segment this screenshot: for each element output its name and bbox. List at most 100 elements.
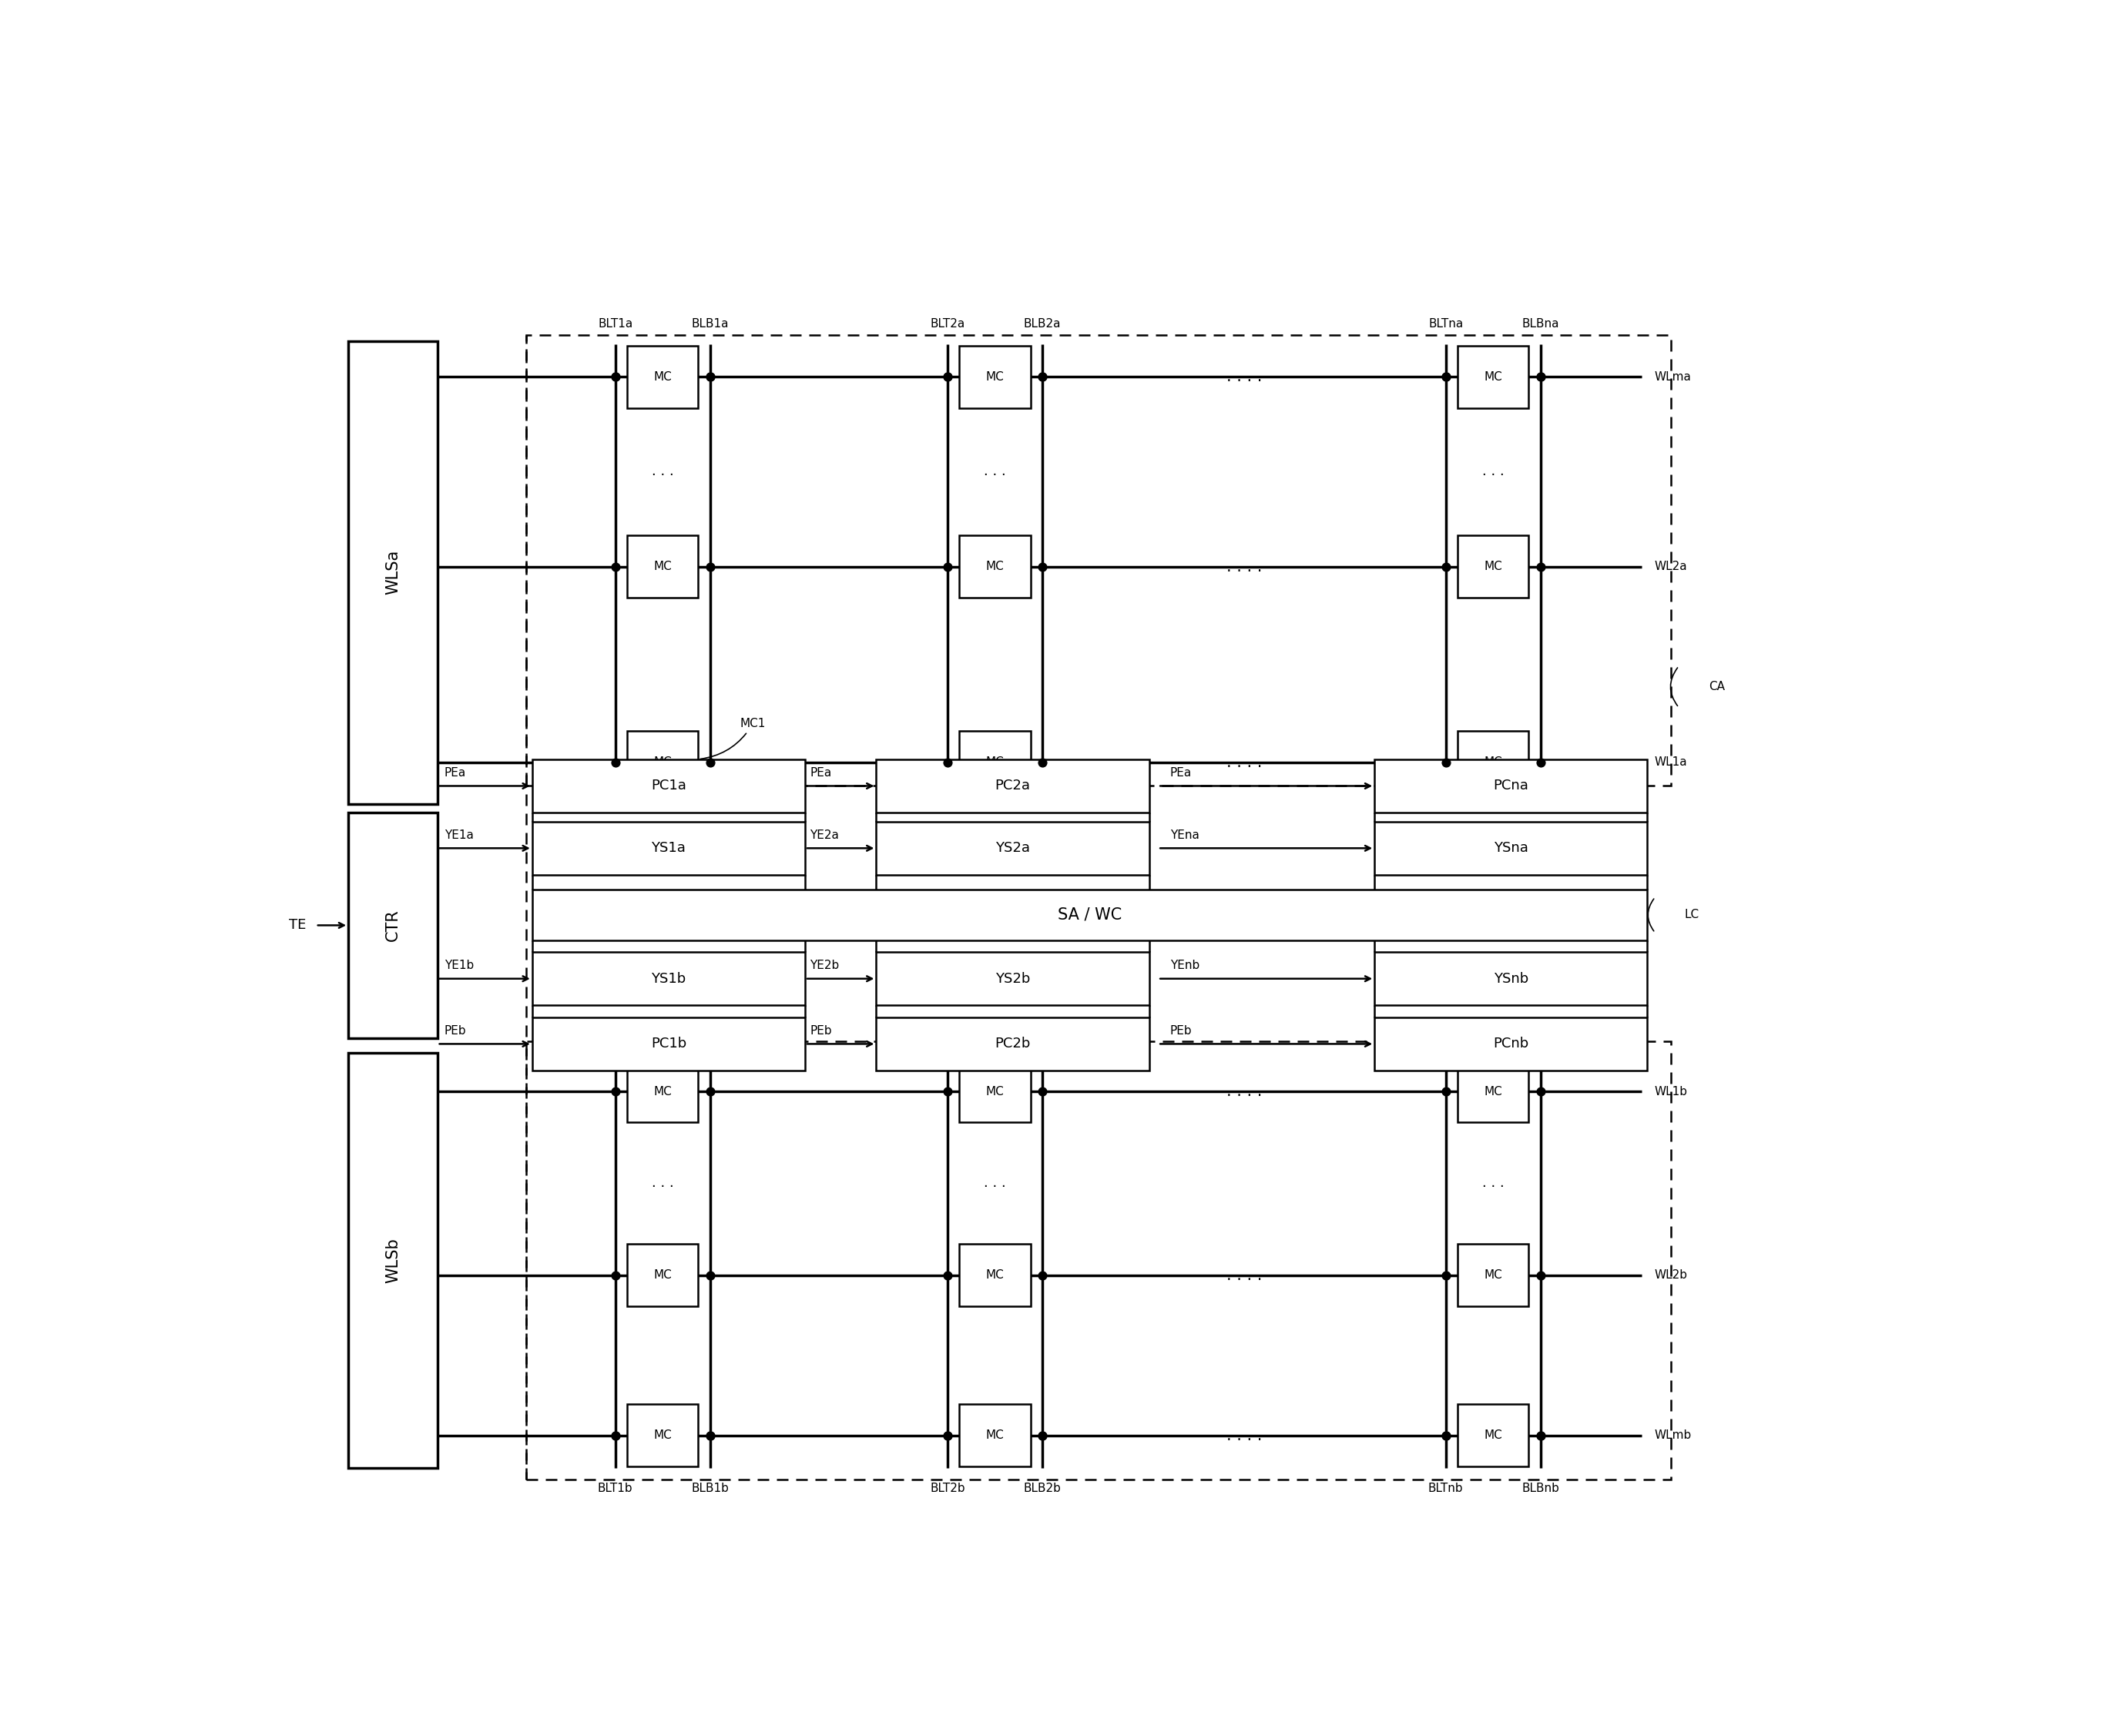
Text: WLmb: WLmb [1655, 1429, 1691, 1441]
Text: PEa: PEa [1170, 767, 1191, 779]
Text: MC: MC [653, 561, 672, 573]
Point [693, 1422, 727, 1450]
Text: WLSa: WLSa [385, 550, 400, 595]
Point [598, 552, 632, 580]
Point [1523, 363, 1557, 391]
Point [1523, 1078, 1557, 1106]
Bar [1374, 1017, 1648, 1071]
Text: . . . .: . . . . [1225, 370, 1261, 384]
Bar [1457, 1061, 1529, 1123]
Bar [532, 759, 804, 812]
Text: WLSb: WLSb [385, 1238, 400, 1283]
Bar [532, 1017, 804, 1071]
Text: MC: MC [985, 1085, 1004, 1097]
Bar [1457, 1245, 1529, 1307]
Point [693, 1078, 727, 1106]
Text: BLTnb: BLTnb [1427, 1483, 1463, 1495]
Text: YE1a: YE1a [445, 830, 474, 842]
Point [598, 748, 632, 776]
Text: WL2b: WL2b [1655, 1269, 1687, 1281]
Text: YSnb: YSnb [1493, 972, 1529, 986]
Bar [627, 1404, 698, 1467]
Text: CTR: CTR [385, 910, 400, 941]
Text: WL1b: WL1b [1655, 1085, 1687, 1097]
Text: BLT2a: BLT2a [929, 318, 966, 330]
Text: YE2a: YE2a [810, 830, 838, 842]
Point [1025, 363, 1059, 391]
Point [693, 363, 727, 391]
Bar [959, 1245, 1029, 1307]
Point [1523, 748, 1557, 776]
Text: PCnb: PCnb [1493, 1036, 1529, 1050]
Bar [959, 731, 1029, 793]
Point [1429, 748, 1463, 776]
Point [1523, 363, 1557, 391]
Point [1429, 552, 1463, 580]
Text: . . .: . . . [985, 465, 1006, 479]
Bar [525, 335, 1672, 786]
Bar [627, 731, 698, 793]
Bar [532, 891, 1648, 941]
Text: . . . .: . . . . [1225, 559, 1261, 575]
Text: MC: MC [1485, 1085, 1502, 1097]
Bar [876, 1017, 1149, 1071]
Text: YS2a: YS2a [995, 842, 1029, 856]
Point [929, 552, 964, 580]
Point [1523, 1422, 1557, 1450]
Point [929, 1262, 964, 1290]
Text: WLma: WLma [1655, 372, 1691, 382]
Text: MC: MC [653, 1269, 672, 1281]
Bar [532, 951, 804, 1005]
Text: . . . .: . . . . [1225, 755, 1261, 771]
Text: SA / WC: SA / WC [1057, 908, 1121, 922]
Bar [959, 1404, 1029, 1467]
Point [1523, 552, 1557, 580]
Point [929, 1422, 964, 1450]
Point [929, 1422, 964, 1450]
Point [693, 748, 727, 776]
Point [1025, 1422, 1059, 1450]
Point [1025, 1422, 1059, 1450]
Point [1429, 1078, 1463, 1106]
Text: MC: MC [985, 372, 1004, 382]
Text: . . . .: . . . . [1225, 1427, 1261, 1443]
Text: YS2b: YS2b [995, 972, 1029, 986]
Bar [525, 1042, 1672, 1479]
Text: MC: MC [653, 757, 672, 767]
Point [1429, 1262, 1463, 1290]
Bar [959, 345, 1029, 408]
Bar [349, 342, 438, 804]
Point [1025, 748, 1059, 776]
Point [1523, 1422, 1557, 1450]
Point [1025, 1262, 1059, 1290]
Point [1025, 363, 1059, 391]
Text: . . .: . . . [985, 1177, 1006, 1191]
Text: WL1a: WL1a [1655, 757, 1687, 767]
Point [598, 363, 632, 391]
Bar [627, 1245, 698, 1307]
Point [693, 1262, 727, 1290]
Point [1025, 1078, 1059, 1106]
Text: BLBnb: BLBnb [1521, 1483, 1559, 1495]
Point [1429, 363, 1463, 391]
Text: . . . .: . . . . [1225, 1267, 1261, 1283]
Bar [1374, 821, 1648, 875]
Text: YS1b: YS1b [651, 972, 687, 986]
Text: YS1a: YS1a [651, 842, 685, 856]
Text: PC1b: PC1b [651, 1036, 687, 1050]
Point [929, 363, 964, 391]
Text: MC: MC [1485, 1269, 1502, 1281]
Point [1025, 552, 1059, 580]
Text: BLT2b: BLT2b [929, 1483, 966, 1495]
Text: PC2a: PC2a [995, 779, 1029, 793]
Text: MC: MC [985, 1429, 1004, 1441]
Text: YEnb: YEnb [1170, 960, 1200, 972]
Text: YEna: YEna [1170, 830, 1200, 842]
Text: . . .: . . . [1483, 1177, 1504, 1191]
Text: PEa: PEa [810, 767, 832, 779]
Bar [959, 1061, 1029, 1123]
Text: MC: MC [985, 561, 1004, 573]
Point [1429, 1422, 1463, 1450]
Text: PCna: PCna [1493, 779, 1529, 793]
Text: MC: MC [653, 1429, 672, 1441]
